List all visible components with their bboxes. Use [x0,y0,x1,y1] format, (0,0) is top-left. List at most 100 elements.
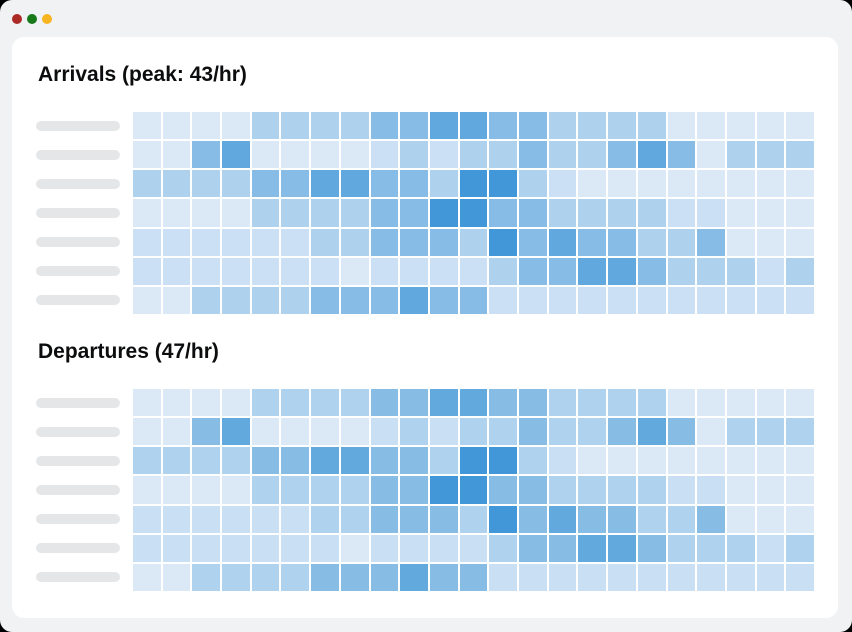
heatmap-cell [786,170,814,198]
heatmap-cell [370,286,399,314]
row-label-skeleton [36,571,120,582]
heatmap-cell [519,418,547,446]
heatmap-cell [489,286,518,314]
heatmap-cell [637,534,666,562]
heatmap-cell [340,112,369,140]
heatmap-cell [578,170,607,198]
heatmap-cell [637,389,666,417]
arrivals-band [36,112,814,314]
heatmap-cell [162,286,191,314]
heatmap-cell [370,447,399,475]
heatmap-cell [459,257,488,285]
heatmap-cell [340,505,369,533]
heatmap-cell [459,505,488,533]
heatmap-cell [519,389,547,417]
heatmap-cell [192,389,221,417]
heatmap-cell [578,228,607,256]
arrivals-row-labels [36,112,133,314]
heatmap-cell [251,418,280,446]
heatmap-cell [726,563,755,591]
heatmap-cell [667,199,696,227]
heatmap-cell [608,389,636,417]
heatmap-cell [726,170,755,198]
heatmap-cell [578,199,607,227]
heatmap-cell [697,286,725,314]
heatmap-cell [222,257,250,285]
heatmap-cell [667,447,696,475]
heatmap-cell [192,418,221,446]
heatmap-cell [370,141,399,169]
heatmap-cell [489,112,518,140]
row-label-skeleton [36,484,120,495]
heatmap-cell [459,534,488,562]
heatmap-cell [281,170,310,198]
heatmap-cell [756,141,785,169]
heatmap-cell [697,199,725,227]
heatmap-cell [786,563,814,591]
heatmap-cell [637,112,666,140]
heatmap-cell [311,476,339,504]
heatmap-cell [162,199,191,227]
heatmap-cell [489,476,518,504]
heatmap-cell [133,228,161,256]
heatmap-cell [667,141,696,169]
heatmap-cell [133,199,161,227]
heatmap-cell [400,257,428,285]
heatmap-cell [311,418,339,446]
heatmap-cell [489,418,518,446]
heatmap-cell [726,286,755,314]
heatmap-cell [400,228,428,256]
row-label-skeleton [36,265,120,276]
heatmap-cell [459,170,488,198]
heatmap-cell [400,534,428,562]
heatmap-cell [697,228,725,256]
heatmap-cell [667,170,696,198]
heatmap-cell [637,286,666,314]
heatmap-cell [756,476,785,504]
heatmap-cell [133,141,161,169]
arrivals-heatmap [133,112,814,314]
window-titlebar [0,0,852,37]
heatmap-cell [429,447,458,475]
heatmap-cell [578,286,607,314]
heatmap-cell [637,447,666,475]
heatmap-cell [192,476,221,504]
heatmap-cell [756,170,785,198]
heatmap-cell [222,505,250,533]
heatmap-cell [281,563,310,591]
heatmap-cell [548,257,577,285]
heatmap-cell [370,389,399,417]
heatmap-cell [459,199,488,227]
heatmap-cell [667,418,696,446]
window-close-button[interactable] [12,13,22,24]
heatmap-cell [697,141,725,169]
row-label-skeleton [36,207,120,218]
heatmap-cell [311,286,339,314]
heatmap-cell [756,199,785,227]
heatmap-cell [222,286,250,314]
heatmap-cell [697,505,725,533]
heatmap-cell [311,389,339,417]
heatmap-cell [133,257,161,285]
heatmap-cell [311,228,339,256]
heatmap-cell [311,257,339,285]
heatmap-cell [548,418,577,446]
heatmap-cell [162,170,191,198]
departures-band [36,389,814,591]
heatmap-cell [429,257,458,285]
heatmap-cell [459,141,488,169]
heatmap-cell [786,476,814,504]
row-label-skeleton [36,542,120,553]
heatmap-cell [608,228,636,256]
window-minimize-button[interactable] [42,13,52,24]
heatmap-cell [429,476,458,504]
heatmap-cell [726,199,755,227]
heatmap-cell [667,563,696,591]
heatmap-cell [786,534,814,562]
heatmap-cell [400,447,428,475]
window-zoom-button[interactable] [27,13,37,24]
heatmap-cell [667,257,696,285]
heatmap-cell [370,534,399,562]
heatmap-cell [281,112,310,140]
